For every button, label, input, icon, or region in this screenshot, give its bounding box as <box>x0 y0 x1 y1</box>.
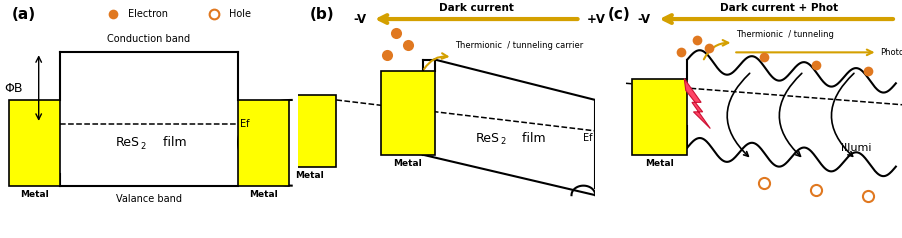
Text: 2: 2 <box>500 137 505 146</box>
Bar <box>381 71 435 155</box>
Text: Hole: Hole <box>229 9 251 19</box>
Text: illumi: illumi <box>841 143 871 153</box>
Text: -V: -V <box>353 13 366 25</box>
Text: Metal: Metal <box>249 190 278 199</box>
Text: Dark current + Phot: Dark current + Phot <box>721 3 838 13</box>
Bar <box>283 95 336 167</box>
Text: Thermionic  / tunneling carrier: Thermionic / tunneling carrier <box>456 41 584 50</box>
Text: Electron: Electron <box>128 9 168 19</box>
Text: Metal: Metal <box>393 159 422 169</box>
Bar <box>238 100 289 186</box>
Text: ΦB: ΦB <box>5 82 23 94</box>
Text: Conduction band: Conduction band <box>107 34 190 44</box>
Text: +V: +V <box>586 13 605 25</box>
Text: (b): (b) <box>309 7 335 22</box>
Text: film: film <box>518 132 546 144</box>
Polygon shape <box>685 79 711 129</box>
Text: film: film <box>160 136 187 149</box>
Text: Ef: Ef <box>584 133 593 143</box>
Text: Valance band: Valance band <box>115 194 182 204</box>
Bar <box>9 100 60 186</box>
Text: Ef: Ef <box>240 119 249 129</box>
Text: ReS: ReS <box>115 136 140 149</box>
Text: Thermionic  / tunneling: Thermionic / tunneling <box>736 30 834 39</box>
Text: Metal: Metal <box>645 159 674 169</box>
Text: (c): (c) <box>608 7 630 22</box>
Text: ReS: ReS <box>476 132 500 144</box>
Text: Dark current: Dark current <box>438 3 514 13</box>
Text: Metal: Metal <box>20 190 49 199</box>
Bar <box>632 79 687 155</box>
Text: -V: -V <box>638 13 650 25</box>
Text: 2: 2 <box>140 142 145 151</box>
Text: Metal: Metal <box>295 171 324 180</box>
Text: (a): (a) <box>12 7 36 22</box>
Text: Photo-: Photo- <box>880 48 902 57</box>
